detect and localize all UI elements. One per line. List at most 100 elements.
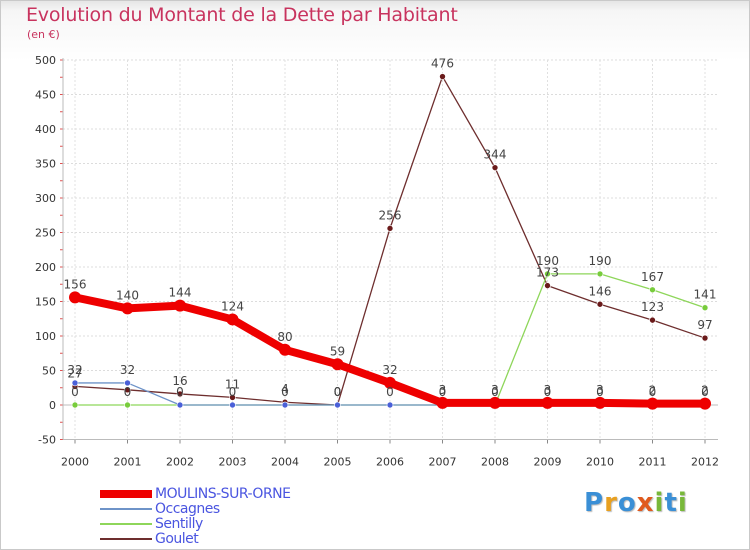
data-label: 256	[379, 208, 402, 222]
data-label: 97	[697, 318, 712, 332]
data-label: 344	[484, 148, 507, 162]
data-point	[229, 401, 236, 409]
legend-label-occagnes: Occagnes	[155, 501, 220, 517]
data-label: 476	[431, 57, 454, 71]
data-point	[69, 291, 81, 304]
data-label: 27	[67, 366, 82, 380]
data-point	[541, 396, 554, 409]
data-label: 146	[589, 284, 612, 298]
x-tick-label: 2008	[481, 456, 509, 469]
x-tick-label: 2012	[691, 456, 719, 469]
data-point	[596, 270, 604, 278]
data-label: 144	[169, 286, 192, 300]
x-tick-label: 2004	[271, 456, 299, 469]
data-label: 32	[382, 363, 397, 377]
data-label: 32	[67, 363, 82, 377]
data-point	[71, 379, 79, 387]
data-point	[384, 376, 396, 389]
chart-subtitle: (en €)	[27, 28, 60, 41]
data-label: 32	[120, 363, 135, 377]
x-tick-label: 2011	[639, 456, 667, 469]
data-label: 0	[544, 385, 552, 399]
data-label: 16	[172, 374, 187, 388]
x-tick-label: 2005	[324, 456, 352, 469]
data-label: 4	[281, 382, 289, 396]
data-label: 141	[694, 288, 717, 302]
data-label: 0	[596, 385, 604, 399]
x-tick-label: 2010	[586, 456, 614, 469]
data-point	[226, 313, 239, 326]
data-point	[124, 379, 131, 387]
data-point	[699, 397, 711, 410]
data-point	[174, 299, 186, 312]
data-point	[386, 225, 394, 232]
data-point	[124, 401, 131, 409]
data-point	[701, 334, 709, 342]
y-tick-label: 300	[35, 192, 56, 205]
data-point	[281, 401, 289, 409]
data-label: 0	[229, 385, 237, 399]
y-tick-label: 0	[49, 399, 56, 412]
x-tick-label: 2003	[219, 456, 247, 469]
data-label: 0	[176, 385, 184, 399]
legend-label-moulins: MOULINS-SUR-ORNE	[155, 486, 291, 502]
y-tick-label: 100	[35, 330, 56, 343]
legend-label-sentilly: Sentilly	[155, 516, 203, 532]
x-tick-label: 2007	[429, 456, 457, 469]
data-label: 0	[491, 385, 499, 399]
data-label: 0	[281, 385, 289, 399]
data-label: 0	[701, 385, 709, 399]
y-tick-label: 450	[35, 89, 56, 102]
data-label: 0	[334, 385, 342, 399]
data-label: 0	[334, 385, 342, 399]
data-point	[176, 390, 184, 398]
data-label: 123	[641, 300, 664, 314]
chart-title: Evolution du Montant de la Dette par Hab…	[26, 4, 458, 26]
data-label: 167	[641, 270, 664, 284]
data-label: 0	[386, 385, 394, 399]
data-point	[279, 343, 291, 356]
data-label: 0	[71, 385, 79, 399]
data-point	[386, 401, 394, 409]
y-tick-label: 350	[35, 158, 56, 171]
data-label: 0	[439, 385, 447, 399]
data-point	[229, 394, 236, 401]
data-label: 124	[221, 299, 244, 313]
data-point	[646, 397, 659, 410]
data-point	[594, 396, 606, 409]
data-point	[331, 358, 344, 371]
data-point	[334, 401, 341, 409]
y-tick-label: 500	[35, 54, 56, 67]
data-label: 3	[439, 383, 447, 397]
y-tick-label: 50	[42, 365, 56, 378]
x-tick-label: 2009	[534, 456, 562, 469]
data-label: 11	[225, 377, 240, 391]
logo-letter: i	[654, 488, 665, 518]
data-label: 190	[536, 254, 559, 268]
x-tick-label: 2006	[376, 456, 404, 469]
x-tick-label: 2000	[61, 456, 89, 469]
legend-swatch-moulins	[100, 490, 152, 498]
y-tick-label: -50	[38, 434, 56, 447]
y-tick-label: 150	[35, 296, 56, 309]
data-point	[596, 300, 604, 308]
proxiti-logo: Proxiti	[584, 488, 688, 518]
data-point	[649, 316, 656, 324]
data-point	[71, 401, 79, 409]
x-tick-label: 2001	[114, 456, 142, 469]
data-label: 2	[649, 384, 657, 398]
data-label: 140	[116, 288, 139, 302]
data-label: 190	[589, 254, 612, 268]
legend-swatch-goulet	[100, 538, 152, 540]
legend-swatch-sentilly	[100, 523, 152, 525]
data-point	[436, 396, 449, 409]
logo-letter: i	[677, 488, 688, 518]
y-tick-label: 200	[35, 261, 56, 274]
logo-letter: P	[584, 488, 605, 518]
logo-letter: x	[636, 488, 655, 518]
legend-label-goulet: Goulet	[155, 531, 199, 547]
data-point	[489, 396, 501, 409]
data-label: 3	[544, 383, 552, 397]
data-point	[124, 386, 131, 394]
